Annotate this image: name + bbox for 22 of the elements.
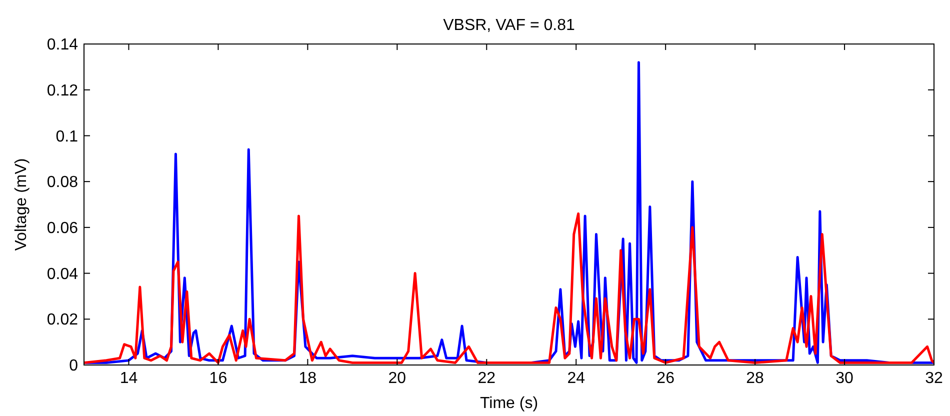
y-axis-title: Voltage (mV)	[13, 158, 30, 251]
x-tick-label: 22	[478, 370, 496, 387]
y-tick-label: 0.14	[46, 36, 78, 54]
x-tick-label: 14	[120, 370, 138, 387]
chart-title: VBSR, VAF = 0.81	[443, 17, 575, 34]
y-tick-label: 0.06	[46, 220, 78, 238]
x-tick-label: 18	[298, 370, 317, 387]
x-tick-label: 16	[209, 370, 228, 387]
x-tick-label: 30	[836, 370, 854, 387]
y-tick-label: 0	[69, 358, 78, 375]
x-tick-label: 24	[567, 370, 586, 387]
x-tick-label: 20	[388, 370, 406, 387]
x-tick-label: 26	[656, 370, 675, 387]
y-tick-label: 0.1	[56, 128, 78, 146]
x-tick-label: 28	[746, 370, 764, 387]
y-tick-label: 0.08	[46, 174, 78, 192]
y-tick-label: 0.02	[46, 312, 78, 329]
y-tick-label: 0.04	[46, 266, 78, 283]
x-tick-label: 32	[925, 370, 943, 387]
line-series	[84, 212, 934, 364]
y-tick-label: 0.12	[46, 82, 78, 100]
x-axis-title: Time (s)	[480, 395, 538, 412]
